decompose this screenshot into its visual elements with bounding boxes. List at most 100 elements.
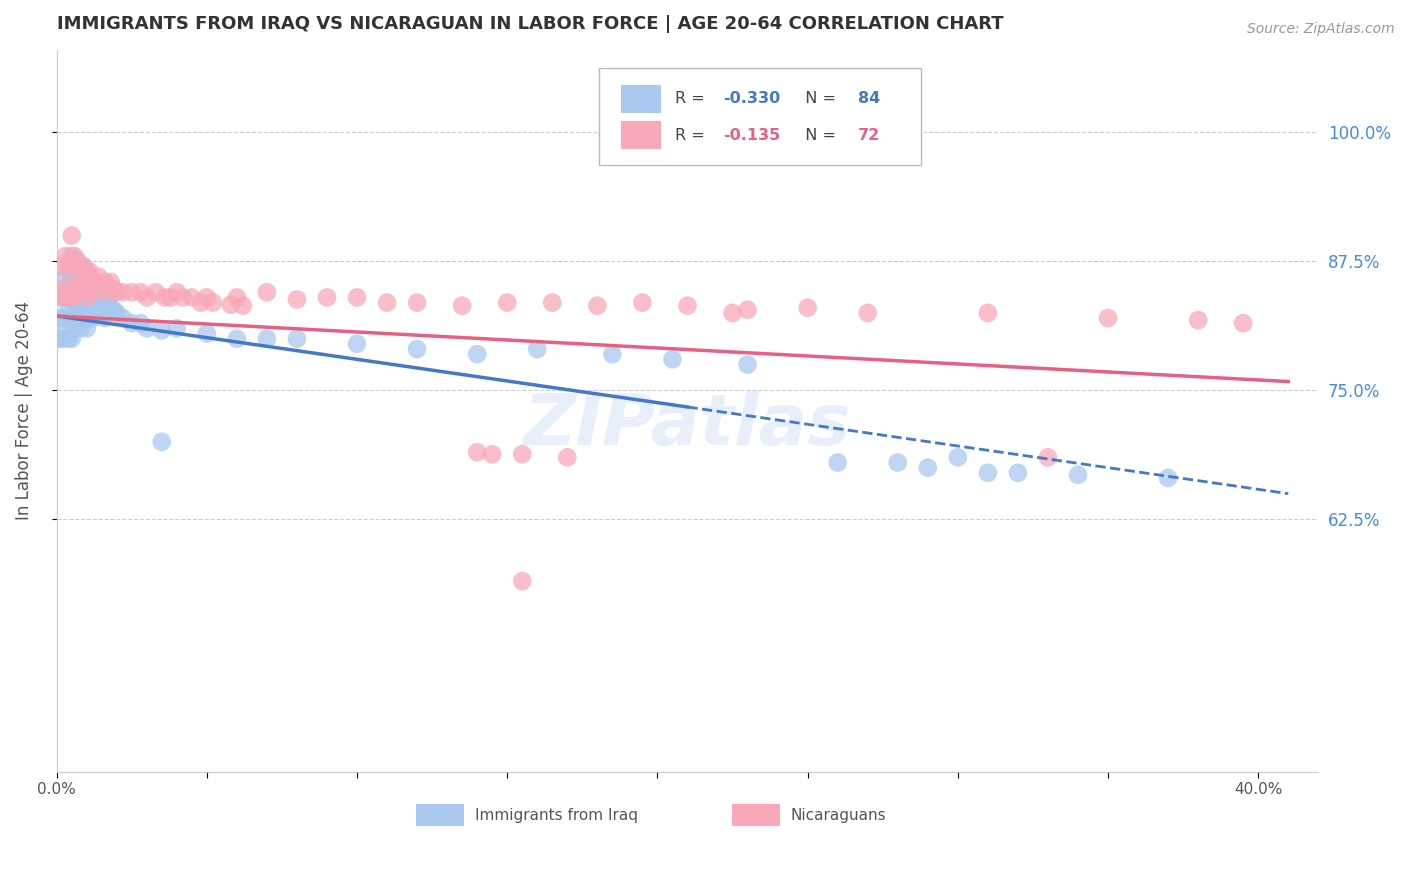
FancyBboxPatch shape bbox=[620, 86, 661, 112]
Point bbox=[510, 447, 533, 461]
Point bbox=[90, 285, 112, 300]
Text: N =: N = bbox=[794, 128, 841, 143]
Point bbox=[79, 285, 101, 300]
Point bbox=[63, 269, 86, 284]
Point bbox=[52, 332, 75, 346]
Point bbox=[103, 282, 125, 296]
Point bbox=[63, 249, 86, 263]
Point bbox=[105, 306, 128, 320]
Point bbox=[60, 228, 83, 243]
Point bbox=[76, 306, 98, 320]
Text: ZIPatlas: ZIPatlas bbox=[524, 391, 851, 460]
Text: -0.135: -0.135 bbox=[723, 128, 780, 143]
Point bbox=[977, 466, 1000, 480]
Point bbox=[631, 295, 654, 310]
Point bbox=[586, 299, 609, 313]
Point bbox=[180, 290, 202, 304]
Text: IMMIGRANTS FROM IRAQ VS NICARAGUAN IN LABOR FORCE | AGE 20-64 CORRELATION CHART: IMMIGRANTS FROM IRAQ VS NICARAGUAN IN LA… bbox=[56, 15, 1004, 33]
Point bbox=[69, 321, 91, 335]
Point bbox=[79, 311, 101, 326]
Point bbox=[76, 290, 98, 304]
Point bbox=[856, 306, 879, 320]
Point bbox=[66, 260, 89, 274]
Point bbox=[465, 445, 488, 459]
Point bbox=[602, 347, 624, 361]
Point bbox=[55, 269, 77, 284]
Point bbox=[555, 450, 578, 465]
Point bbox=[87, 269, 110, 284]
Point bbox=[87, 306, 110, 320]
Point bbox=[55, 280, 77, 294]
Point bbox=[63, 285, 86, 300]
Point bbox=[60, 269, 83, 284]
Point bbox=[496, 295, 519, 310]
Point bbox=[72, 290, 94, 304]
Point bbox=[87, 282, 110, 296]
Point bbox=[69, 290, 91, 304]
FancyBboxPatch shape bbox=[620, 121, 661, 149]
Point bbox=[76, 265, 98, 279]
Point bbox=[121, 285, 143, 300]
Point bbox=[69, 275, 91, 289]
FancyBboxPatch shape bbox=[731, 805, 779, 826]
Point bbox=[48, 285, 70, 300]
Point bbox=[100, 301, 122, 315]
Text: 72: 72 bbox=[858, 128, 880, 143]
Point bbox=[79, 269, 101, 284]
Point bbox=[66, 275, 89, 289]
Point bbox=[90, 306, 112, 320]
Point bbox=[69, 260, 91, 274]
Point bbox=[55, 290, 77, 304]
Point bbox=[66, 254, 89, 268]
Point bbox=[84, 301, 107, 315]
Point bbox=[166, 321, 188, 335]
Point bbox=[63, 301, 86, 315]
Point bbox=[121, 316, 143, 330]
Point bbox=[63, 280, 86, 294]
Point bbox=[69, 260, 91, 274]
Point bbox=[946, 450, 969, 465]
Point bbox=[76, 290, 98, 304]
Point bbox=[76, 275, 98, 289]
Point bbox=[375, 295, 398, 310]
Point bbox=[79, 285, 101, 300]
Point bbox=[100, 275, 122, 289]
Point bbox=[58, 260, 80, 274]
Point bbox=[111, 285, 134, 300]
Point bbox=[63, 260, 86, 274]
Text: 84: 84 bbox=[858, 92, 880, 106]
Point bbox=[93, 311, 115, 326]
Point bbox=[153, 290, 176, 304]
Point bbox=[135, 321, 157, 335]
Point bbox=[195, 290, 218, 304]
Point bbox=[60, 290, 83, 304]
Point bbox=[97, 280, 120, 294]
Point bbox=[84, 280, 107, 294]
Point bbox=[55, 249, 77, 263]
Point bbox=[796, 301, 818, 315]
Point bbox=[406, 342, 429, 356]
Point bbox=[225, 290, 247, 304]
Point bbox=[90, 285, 112, 300]
Point bbox=[76, 321, 98, 335]
Text: N =: N = bbox=[794, 92, 841, 106]
Point bbox=[129, 285, 152, 300]
Point bbox=[150, 323, 173, 337]
Point bbox=[72, 260, 94, 274]
Point bbox=[977, 306, 1000, 320]
Point bbox=[111, 311, 134, 326]
Point bbox=[60, 332, 83, 346]
Point bbox=[285, 293, 308, 307]
Point bbox=[195, 326, 218, 341]
Point bbox=[52, 311, 75, 326]
Point bbox=[84, 275, 107, 289]
Point bbox=[63, 321, 86, 335]
Point bbox=[72, 280, 94, 294]
Point bbox=[55, 321, 77, 335]
Point bbox=[1067, 467, 1090, 482]
Point bbox=[225, 332, 247, 346]
Text: Nicaraguans: Nicaraguans bbox=[792, 808, 887, 822]
Point bbox=[1187, 313, 1209, 327]
Point bbox=[451, 299, 474, 313]
Text: R =: R = bbox=[675, 92, 710, 106]
